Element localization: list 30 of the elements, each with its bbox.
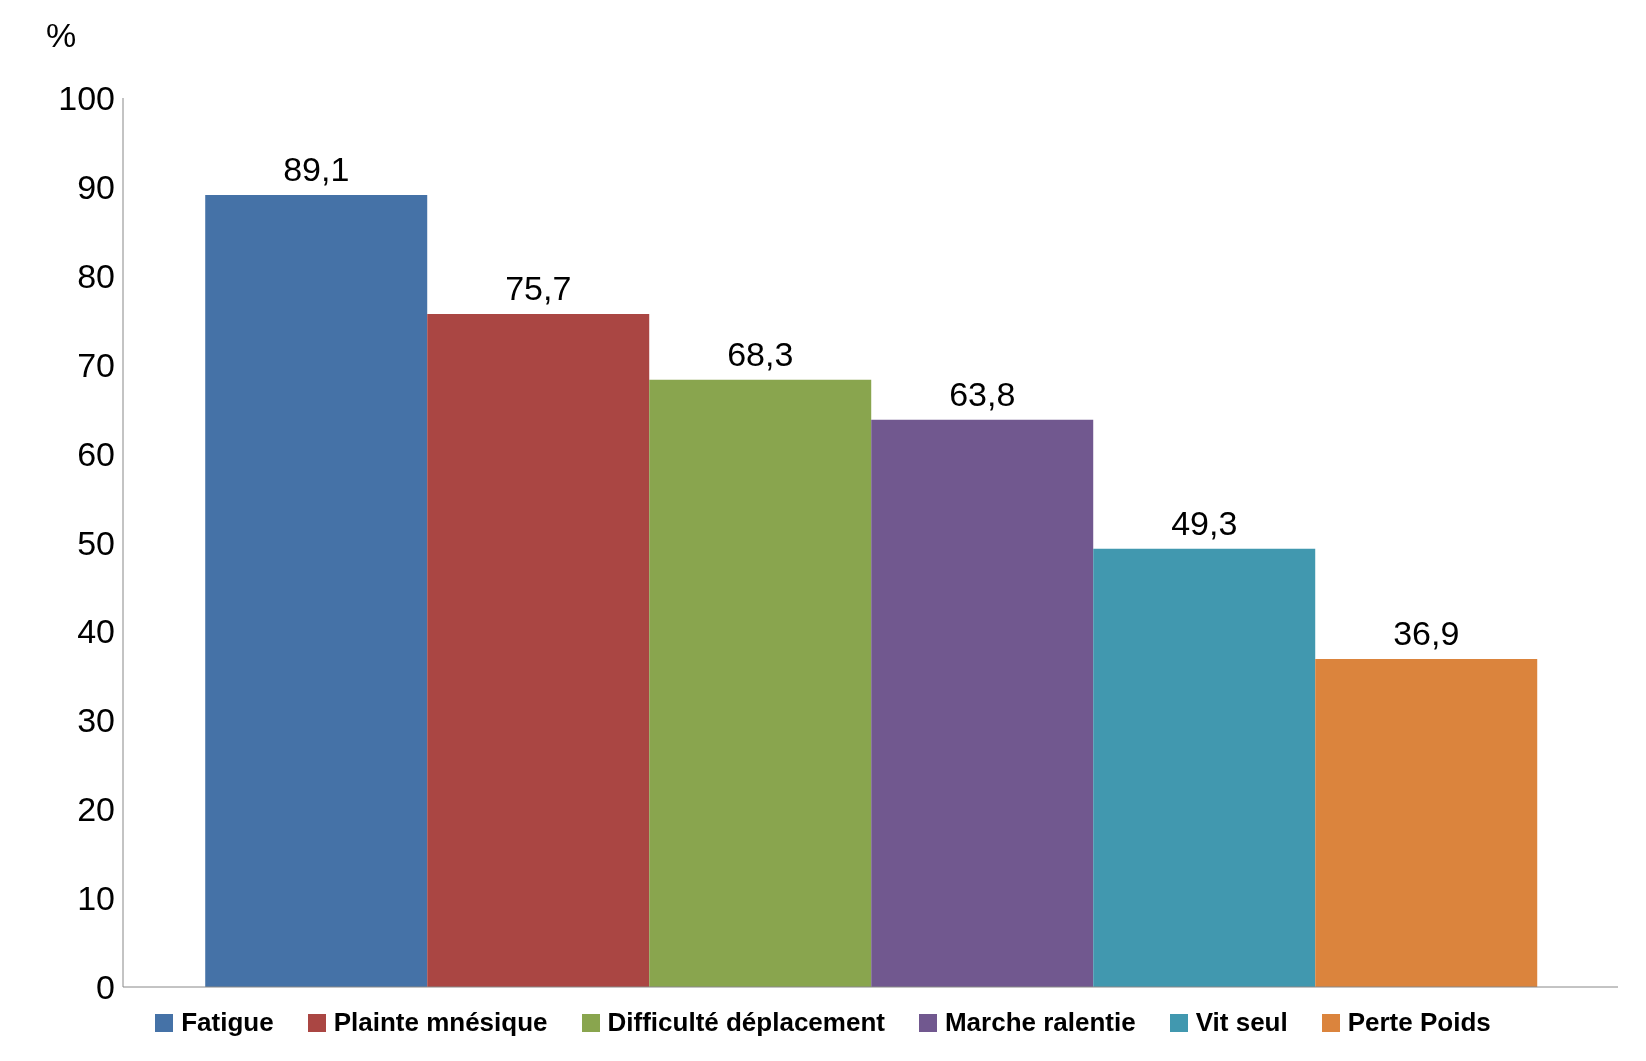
data-label: 89,1 — [283, 149, 350, 188]
y-tick-label: 80 — [77, 256, 115, 295]
y-tick-label: 40 — [77, 612, 115, 651]
y-axis-title: % — [46, 16, 77, 55]
y-tick-label: 30 — [77, 701, 115, 740]
bar — [649, 379, 872, 987]
data-label: 49,3 — [1171, 503, 1238, 542]
data-label: 68,3 — [727, 334, 794, 373]
y-tick-label: 70 — [77, 345, 115, 384]
data-label: 36,9 — [1393, 613, 1460, 652]
y-tick-label: 90 — [77, 167, 115, 206]
legend-label: Vit seul — [1195, 1007, 1288, 1038]
legend-label: Fatigue — [181, 1007, 274, 1038]
y-tick-label: 20 — [77, 790, 115, 829]
bar — [427, 314, 650, 987]
y-tick-label: 50 — [77, 523, 115, 562]
legend-label: Plainte mnésique — [333, 1007, 548, 1038]
y-tick-label: 0 — [96, 968, 115, 1007]
y-tick-label: 100 — [58, 79, 115, 118]
data-label: 75,7 — [505, 269, 572, 308]
bar — [205, 194, 428, 987]
bar — [871, 419, 1094, 987]
bar — [1315, 658, 1538, 987]
y-tick-label: 60 — [77, 434, 115, 473]
legend-label: Difficulté déplacement — [607, 1007, 885, 1038]
legend-label: Marche ralentie — [944, 1007, 1136, 1038]
data-label: 63,8 — [949, 374, 1016, 413]
bar — [1093, 548, 1316, 987]
legend-label: Perte Poids — [1347, 1007, 1491, 1038]
y-tick-label: 10 — [77, 879, 115, 918]
